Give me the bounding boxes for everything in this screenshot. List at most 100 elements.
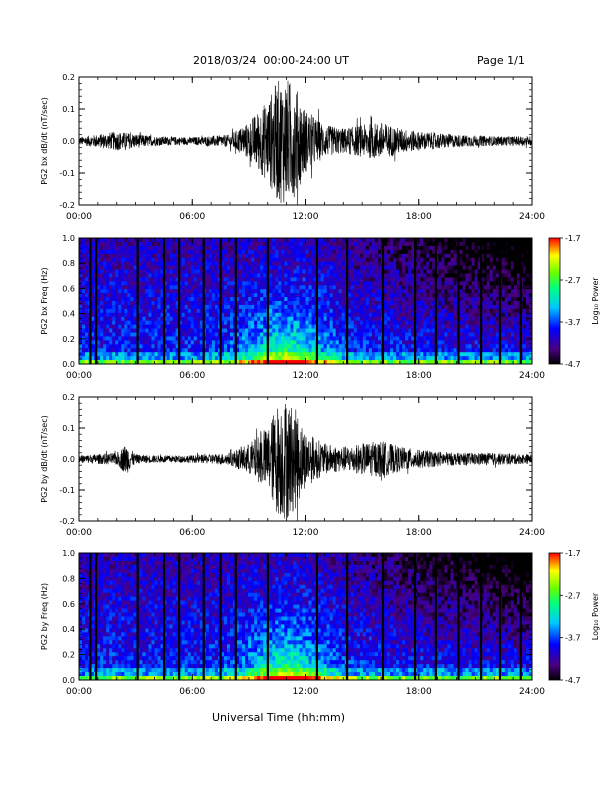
spectrogram-cell [112,265,116,270]
spectrogram-cell [97,340,101,345]
spectrogram-cell [426,332,430,337]
spectrogram-cell [408,253,412,259]
spectrogram-cell [230,348,234,353]
spectrogram-cell [154,238,158,243]
spectrogram-cell [308,273,312,278]
spectrogram-cell [326,308,331,314]
spectrogram-cell [290,277,294,282]
spectrogram-cell [501,245,506,251]
spectrogram-cell [516,340,521,345]
spectrogram-cell [483,245,488,251]
spectrogram-cell [504,328,509,333]
spectrogram-cell [377,304,382,310]
spectrogram-cell [408,241,412,247]
spectrogram-cell [223,257,228,263]
spectrogram-cell [272,332,276,337]
spectrogram-cell [350,245,355,251]
spectrogram-cell [501,261,506,266]
spectrogram-cell [317,324,321,329]
spectrogram-cell [329,238,334,243]
spectrogram-cell [112,324,116,329]
spectrogram-cell [296,304,300,310]
spectrogram-cell [317,344,321,349]
spectrogram-cell [359,348,364,353]
spectrogram-cell [396,257,400,263]
spectrogram-cell [211,253,216,259]
spectrogram-cell [133,340,137,345]
spectrogram-cell [242,320,246,326]
spectrogram-cell [311,308,315,314]
spectrogram-cell [495,312,500,318]
spectrogram-cell [172,312,177,318]
spectrogram-cell [393,241,397,247]
spectrogram-cell [377,257,382,263]
spectrogram-cell [305,293,309,298]
spectrogram-cell [124,297,128,302]
spectrogram-cell [350,285,355,290]
spectrogram-cell [347,324,352,329]
spectrogram-cell [281,273,285,278]
spectrogram-cell [284,336,288,341]
spectrogram-cell [133,245,137,251]
spectrogram-cell [507,281,512,286]
spectrogram-cell [275,352,279,357]
spectrogram-cell [148,304,152,310]
spectrogram-cell [522,261,527,266]
spectrogram-cell [438,261,442,266]
spectrogram-cell [157,297,161,302]
spectrogram-cell [447,269,451,274]
spectrogram-cell [214,308,219,314]
spectrogram-cell [384,277,388,282]
spectrogram-cell [242,297,246,302]
spectrogram-cell [317,253,321,259]
spectrogram-cell [374,253,379,259]
spectrogram-cell [429,344,433,349]
spectrogram-cell [230,293,234,298]
spectrogram-cell [112,304,116,310]
spectrogram-cell [338,277,343,282]
spectrogram-cell [133,269,137,274]
spectrogram-cell [335,340,340,345]
spectrogram-cell [142,285,146,290]
spectrogram-cell [245,245,249,251]
spectrogram-cell [444,265,448,270]
spectrogram-cell [444,340,448,345]
spectrogram-cell [471,253,476,259]
spectrogram-cell [311,257,315,263]
spectrogram-cell [121,312,125,318]
spectrogram-cell [91,308,95,314]
spectrogram-cell [287,238,291,243]
spectrogram-cell [121,348,125,353]
spectrogram-cell [151,257,155,263]
spectrogram-cell [166,316,170,322]
spectrogram-cell [211,356,216,361]
spectrogram-cell [127,241,131,247]
spectrogram-cell [263,289,267,294]
spectrogram-cell [495,253,500,259]
spectrogram-cell [211,261,216,266]
spectrogram-cell [444,312,448,318]
spectrogram-cell [504,308,509,314]
spectrogram-cell [459,277,463,282]
spectrogram-cell [287,241,291,247]
spectrogram-cell [160,320,164,326]
spectrogram-cell [190,332,195,337]
spectrogram-cell [248,308,252,314]
spectrogram-cell [112,328,116,333]
spectrogram-cell [199,328,204,333]
spectrogram-cell [139,344,143,349]
spectrogram-cell [302,301,306,306]
spectrogram-cell [109,273,113,278]
spectrogram-cell [269,257,273,263]
spectrogram-cell [154,253,158,259]
spectrogram-cell [257,344,261,349]
spectrogram-cell [163,257,167,263]
spectrogram-cell [405,297,409,302]
spectrogram-cell [169,320,174,326]
spectrogram-cell [272,249,276,255]
spectrogram-cell [178,360,183,365]
spectrogram-cell [133,360,137,365]
spectrogram-cell [236,257,240,263]
spectrogram-cell [353,273,358,278]
spectrogram-cell [417,285,421,290]
